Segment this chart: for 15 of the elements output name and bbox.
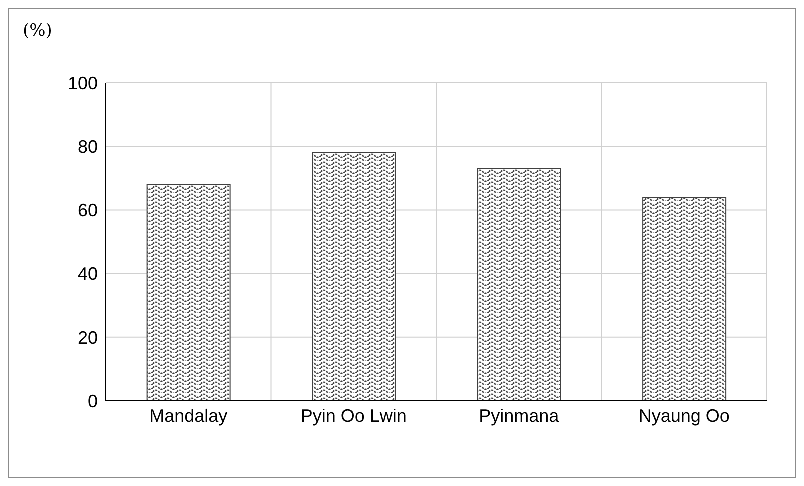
x-tick-label: Pyinmana [479, 406, 560, 426]
x-tick-label: Nyaung Oo [638, 406, 730, 426]
y-tick-label: 0 [88, 391, 98, 412]
y-tick-label: 20 [78, 328, 98, 348]
y-tick-label: 60 [78, 200, 98, 221]
x-tick-label: Mandalay [150, 406, 228, 426]
y-tick-label: 100 [68, 73, 98, 94]
bar [477, 168, 562, 401]
y-tick-label: 80 [78, 136, 98, 157]
bar [642, 196, 727, 401]
bar [312, 152, 396, 401]
y-axis-title: (%) [23, 21, 52, 41]
bar [146, 184, 231, 401]
y-tick-label: 40 [78, 264, 98, 284]
x-tick-label: Pyin Oo Lwin [300, 406, 407, 426]
